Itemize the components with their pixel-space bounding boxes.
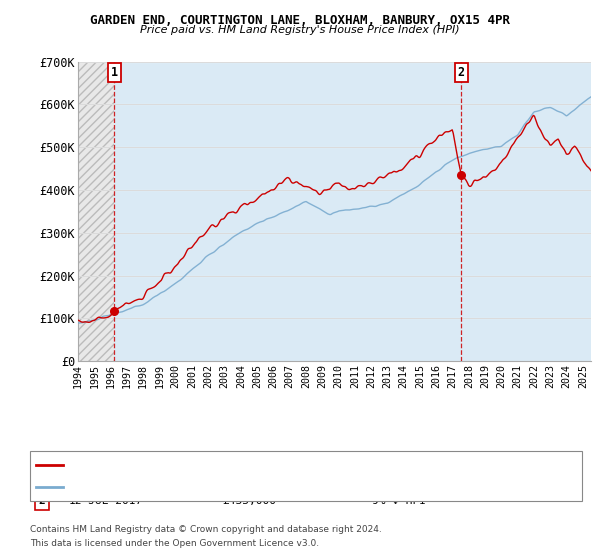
Text: Price paid vs. HM Land Registry's House Price Index (HPI): Price paid vs. HM Land Registry's House … bbox=[140, 25, 460, 35]
Text: 29-MAR-1996: 29-MAR-1996 bbox=[69, 468, 143, 478]
Text: 2: 2 bbox=[38, 496, 46, 506]
Text: 1: 1 bbox=[38, 468, 46, 478]
Text: 12-JUL-2017: 12-JUL-2017 bbox=[69, 496, 143, 506]
Text: £117,000: £117,000 bbox=[222, 468, 276, 478]
Text: 9% ↓ HPI: 9% ↓ HPI bbox=[372, 496, 426, 506]
Text: 1: 1 bbox=[111, 66, 118, 79]
Text: GARDEN END, COURTINGTON LANE, BLOXHAM, BANBURY, OX15 4PR (detached house): GARDEN END, COURTINGTON LANE, BLOXHAM, B… bbox=[68, 460, 524, 470]
Text: HPI: Average price, detached house, Cherwell: HPI: Average price, detached house, Cher… bbox=[68, 482, 343, 492]
Text: GARDEN END, COURTINGTON LANE, BLOXHAM, BANBURY, OX15 4PR: GARDEN END, COURTINGTON LANE, BLOXHAM, B… bbox=[90, 14, 510, 27]
Bar bbox=[78, 62, 115, 361]
Text: 2: 2 bbox=[458, 66, 465, 79]
Text: £435,000: £435,000 bbox=[222, 496, 276, 506]
Text: This data is licensed under the Open Government Licence v3.0.: This data is licensed under the Open Gov… bbox=[30, 539, 319, 548]
Text: 15% ↑ HPI: 15% ↑ HPI bbox=[372, 468, 433, 478]
Text: Contains HM Land Registry data © Crown copyright and database right 2024.: Contains HM Land Registry data © Crown c… bbox=[30, 525, 382, 534]
